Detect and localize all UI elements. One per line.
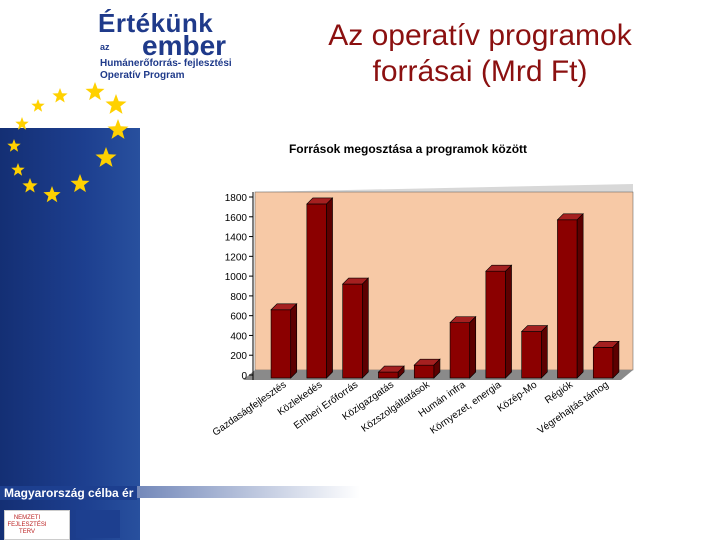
- bar: [413, 358, 441, 379]
- footer-bar: [0, 486, 720, 498]
- y-tick-label: 1000: [225, 272, 248, 283]
- logo: Értékünk az ember Humánerőforrás- fejles…: [98, 8, 263, 88]
- bar: [520, 324, 549, 379]
- bar: [341, 277, 370, 379]
- bar-side: [326, 197, 333, 379]
- bar-side: [541, 324, 548, 379]
- star-icon: [70, 174, 90, 193]
- y-tick-label: 400: [230, 331, 247, 342]
- chart-bars: [270, 197, 620, 379]
- star-icon: [107, 119, 129, 139]
- bar-side: [290, 303, 298, 379]
- bar-side: [362, 277, 369, 379]
- page-title-line-2: forrásai (Mrd Ft): [372, 55, 588, 88]
- star-icon: [11, 163, 25, 176]
- y-tick-label: 1800: [225, 193, 248, 204]
- y-tick-label: 0: [241, 371, 247, 382]
- bar-side: [505, 264, 512, 379]
- bar-side: [576, 213, 584, 379]
- page-title-line-1: Az operatív programok: [328, 19, 632, 52]
- logo-subtitle-2: Operatív Program: [100, 70, 185, 81]
- y-tick-label: 1600: [225, 213, 248, 224]
- bar-side: [612, 340, 620, 379]
- bar-front: [521, 331, 542, 379]
- bar-front: [270, 309, 292, 379]
- bar-front: [485, 270, 506, 379]
- bar: [306, 197, 334, 379]
- star-icon: [15, 117, 29, 130]
- nft-logo: NEMZETI FEJLESZTÉSI TERV: [4, 510, 70, 540]
- bar-front: [592, 347, 614, 379]
- bar: [592, 340, 620, 379]
- logo-az-text: az: [100, 42, 110, 52]
- star-icon: [85, 82, 105, 101]
- bar-front: [378, 371, 399, 379]
- star-icon: [43, 186, 61, 203]
- y-tick-label: 800: [230, 292, 247, 303]
- nft-logo-text: NEMZETI FEJLESZTÉSI TERV: [7, 515, 47, 535]
- y-tick-label: 1200: [225, 252, 248, 263]
- bar-side: [397, 365, 405, 379]
- x-tick-label: Közép-Mo: [496, 379, 540, 414]
- logo-subtitle-1: Humánerőforrás- fejlesztési: [100, 58, 232, 69]
- star-icon: [52, 88, 68, 103]
- page-title: Az operatív programok forrásai (Mrd Ft): [270, 18, 690, 90]
- star-icon: [7, 139, 21, 152]
- bar-front: [306, 203, 327, 379]
- x-tick-label: Emberi Erőforrás: [292, 379, 360, 431]
- eu-flag-icon: [76, 510, 120, 538]
- chart-y-axis: 0 200 400 600 800 1000 1200 1400 1600 1800: [225, 192, 254, 382]
- bar-front: [557, 219, 578, 379]
- bar: [377, 365, 405, 379]
- y-tick-label: 200: [230, 351, 247, 362]
- bar-front: [342, 283, 363, 379]
- bar: [485, 264, 513, 379]
- bar-front: [413, 364, 435, 379]
- star-icon: [95, 147, 117, 167]
- star-icon: [105, 94, 127, 114]
- bar: [270, 303, 298, 379]
- logo-bottom-text: ember: [142, 30, 227, 61]
- star-icon: [31, 99, 45, 112]
- y-tick-label: 600: [230, 312, 247, 323]
- bar: [556, 213, 584, 379]
- bar-side: [433, 358, 441, 379]
- chart-title: Források megosztása a programok között: [289, 142, 527, 156]
- bar: [449, 315, 477, 379]
- y-tick-label: 1400: [225, 233, 248, 244]
- logo-top-text: Értékünk: [98, 8, 214, 38]
- star-decoration: [7, 82, 129, 203]
- star-icon: [22, 178, 38, 193]
- bar-front: [449, 322, 471, 379]
- bar-side: [469, 315, 477, 379]
- footer-slogan: Magyarország célba ér: [0, 486, 138, 500]
